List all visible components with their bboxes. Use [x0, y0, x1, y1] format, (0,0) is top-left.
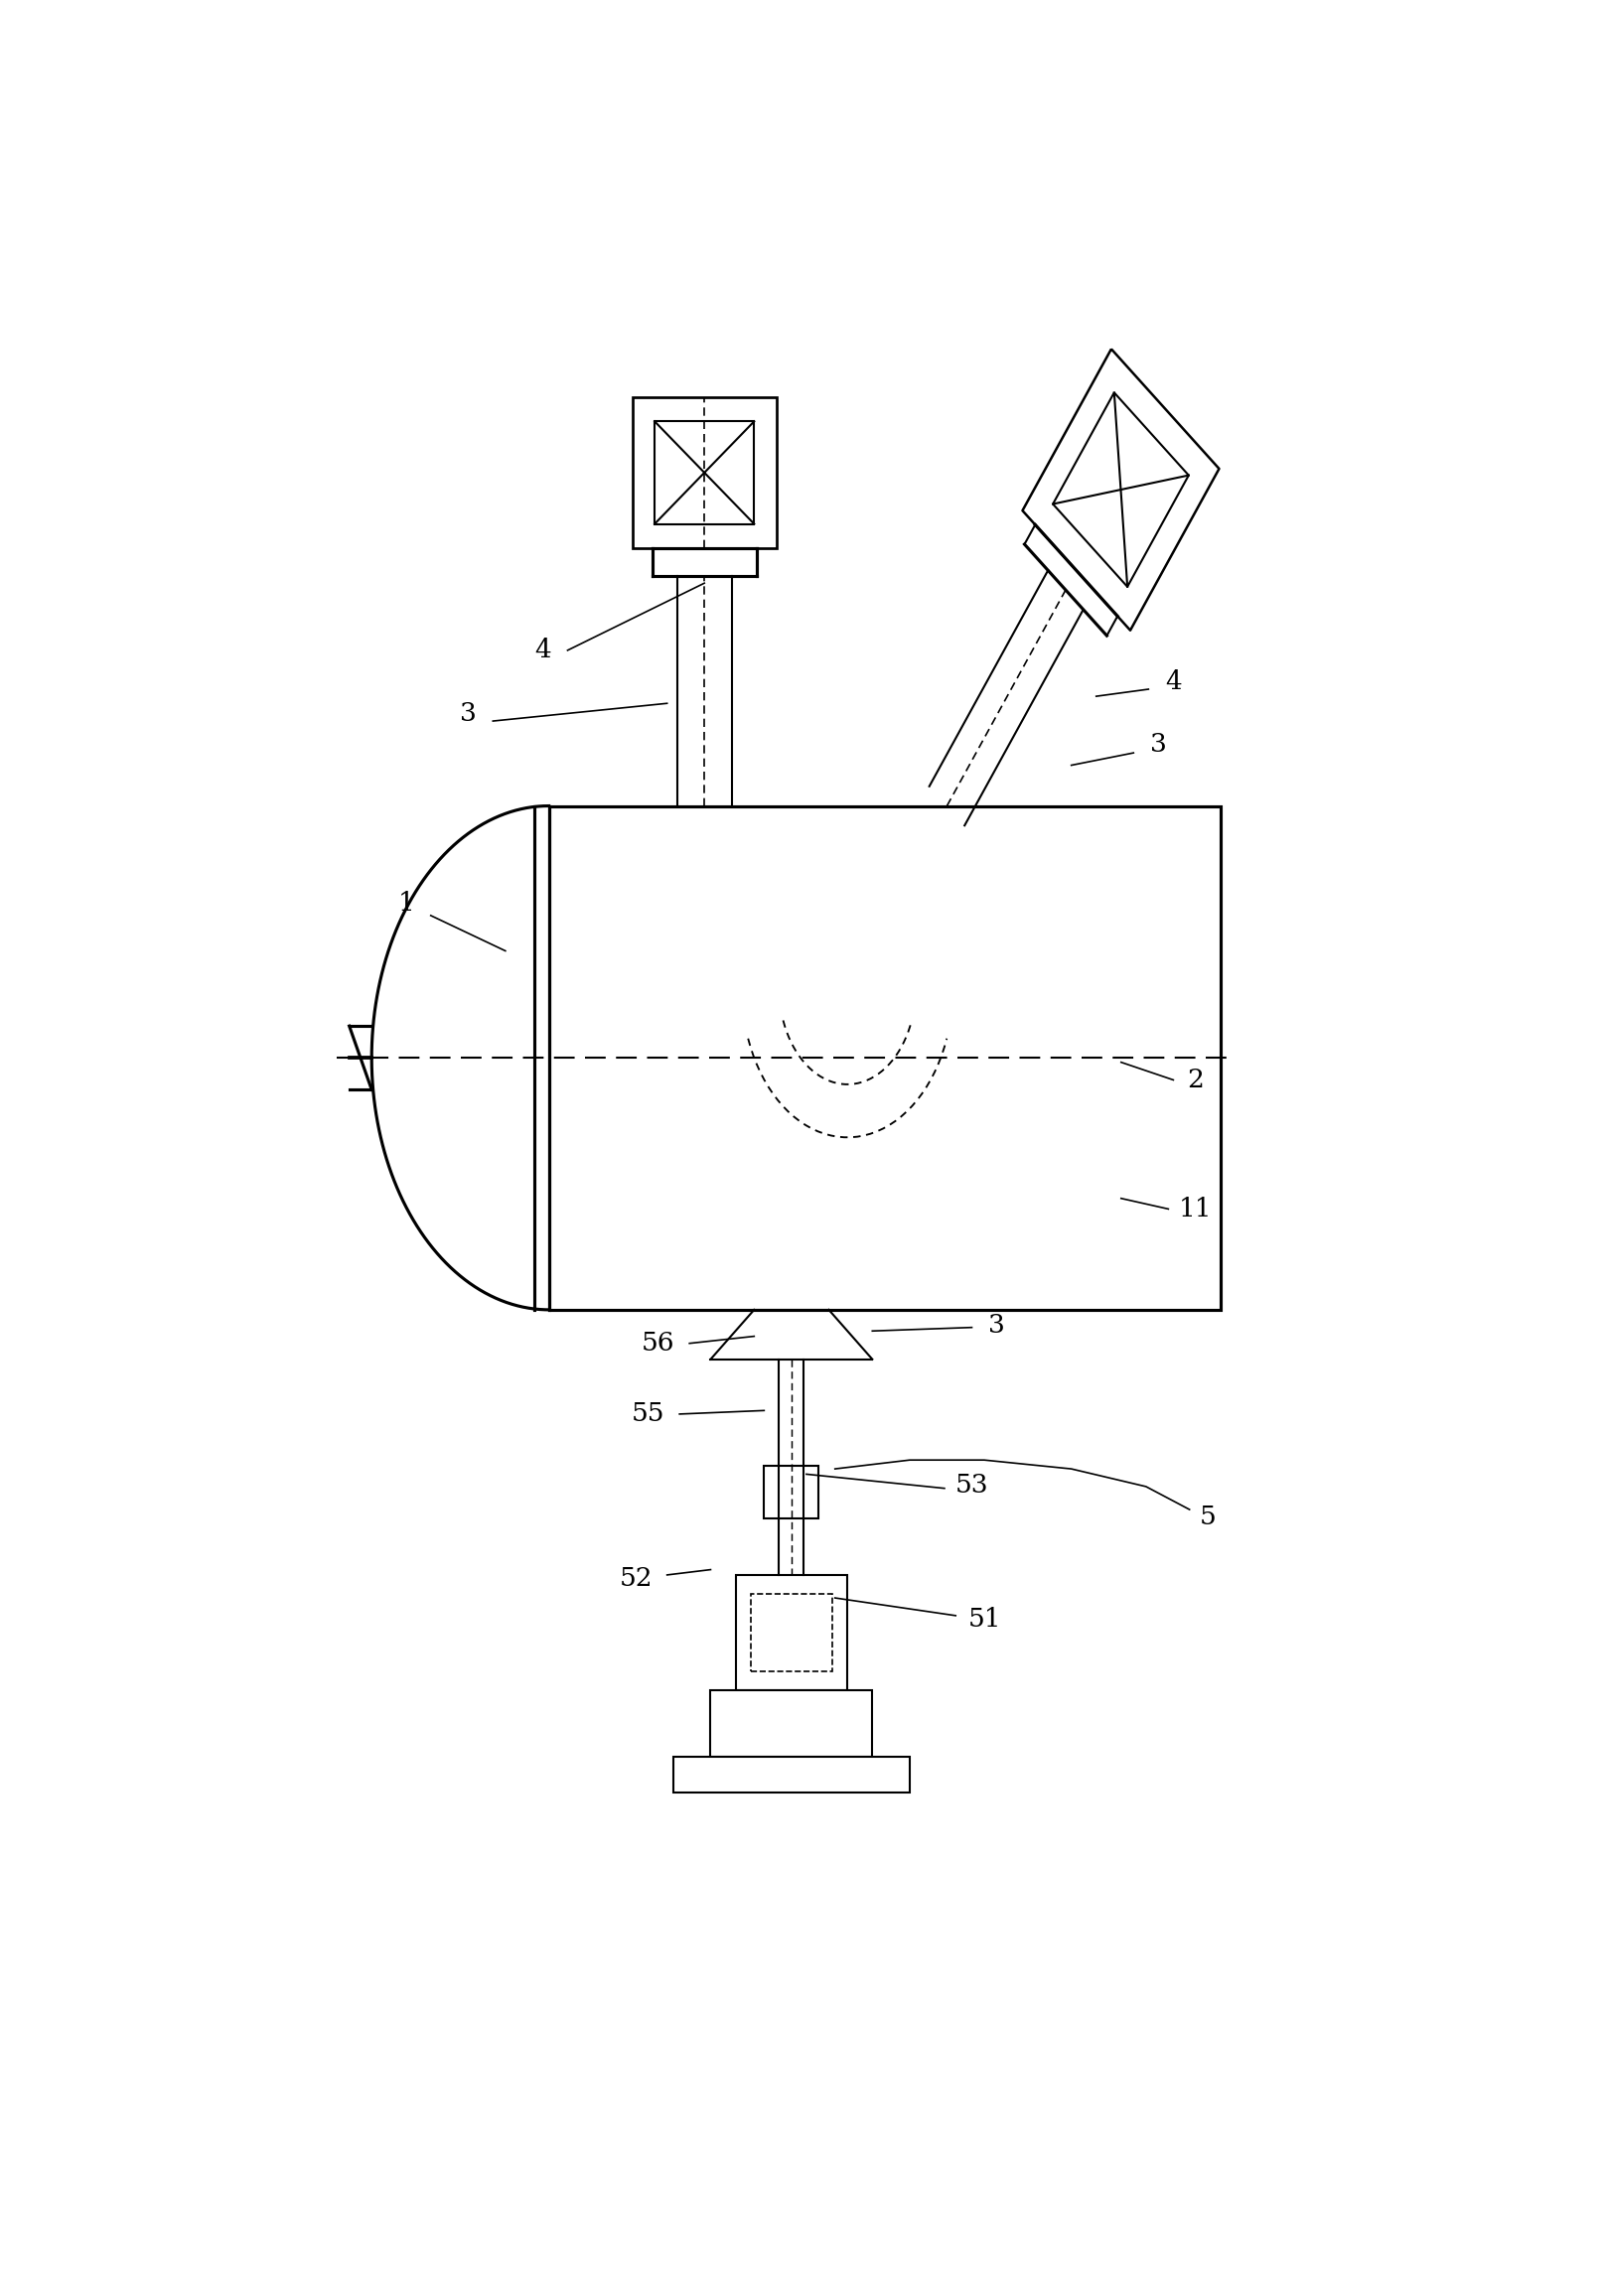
Text: 11: 11 [1180, 1196, 1212, 1221]
Text: 3: 3 [1151, 732, 1167, 755]
Bar [632, 397, 777, 549]
Text: 1: 1 [398, 891, 414, 916]
Text: 55: 55 [632, 1401, 664, 1426]
Text: 3: 3 [989, 1313, 1005, 1339]
Text: 52: 52 [620, 1566, 653, 1591]
Text: 53: 53 [955, 1472, 989, 1497]
Text: 5: 5 [1201, 1504, 1217, 1529]
Text: 51: 51 [968, 1607, 1002, 1632]
Bar [711, 1690, 873, 1756]
Text: 56: 56 [642, 1332, 676, 1355]
Bar [751, 1593, 833, 1671]
Text: 4: 4 [1165, 670, 1181, 696]
Text: 4: 4 [534, 638, 551, 664]
Bar [735, 1575, 847, 1690]
Bar [764, 1465, 819, 1518]
Bar [549, 806, 1220, 1309]
Bar [674, 1756, 910, 1793]
Bar [655, 422, 754, 523]
Text: 2: 2 [1188, 1068, 1204, 1093]
Text: 3: 3 [459, 703, 477, 726]
